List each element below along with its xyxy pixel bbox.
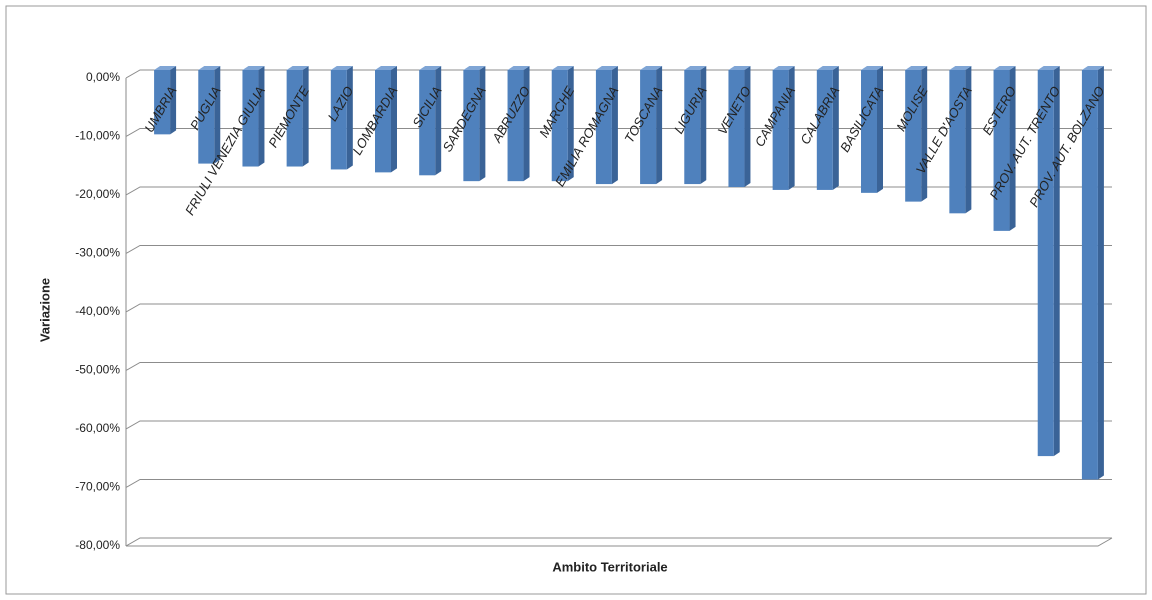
bar [242,70,259,167]
y-tick-label: -60,00% [75,421,120,435]
bar-top [507,66,530,70]
bar-top [595,66,618,70]
chart-border [5,5,1147,595]
grid-line [125,420,1112,430]
bar [772,70,789,190]
bar-side [832,66,839,190]
bar-side [391,66,397,173]
bar-top [772,66,795,70]
bar-top [242,66,265,70]
bar-side [921,66,928,202]
bar-side [965,66,972,214]
bar [684,70,701,185]
bar [905,70,922,202]
bar-side [523,66,530,182]
bar [1081,70,1098,480]
grid-line [125,537,1112,547]
bar-top [728,66,751,70]
bar [1037,70,1054,457]
bar-top [949,66,972,70]
bar [551,70,568,182]
bar-top [463,66,486,70]
bar-side [170,66,177,135]
bar [640,70,657,185]
bar [595,70,612,185]
bar [419,70,436,176]
bar-side [656,66,663,185]
grid-line [125,479,1112,488]
bar-side [700,66,707,185]
bar-top [154,66,177,70]
bar-side [744,66,751,187]
bar [198,70,215,164]
grid-line [125,245,1112,254]
bar-top [286,66,309,70]
x-axis-title: Ambito Territoriale [552,559,667,574]
y-tick-label: -30,00% [75,246,120,260]
bar [816,70,833,190]
bar-top [1081,66,1104,70]
y-tick-label: -20,00% [75,187,120,201]
bar [949,70,966,214]
bar-side [567,66,574,182]
bar-side [258,66,265,167]
bar-side [1053,66,1060,457]
bar-top [1037,66,1060,70]
y-tick-label: -10,00% [75,129,120,143]
bar-side [611,66,618,185]
y-tick-label: -70,00% [75,480,120,494]
bar-top [419,66,442,70]
bar-side [788,66,795,190]
bar-side [877,66,883,193]
bar [330,70,347,170]
bar [375,70,391,173]
bar [728,70,745,187]
bar-side [214,66,221,164]
bar [861,70,877,193]
bar-top [684,66,707,70]
bar-top [640,66,663,70]
bar [286,70,303,167]
y-tick-label: -40,00% [75,304,120,318]
grid-line [125,362,1112,371]
bar-top [330,66,353,70]
bar-side [1097,66,1104,480]
bar-top [905,66,928,70]
bar-side [479,66,486,182]
bar [993,70,1010,231]
y-tick-label: -50,00% [75,363,120,377]
bar-top [198,66,221,70]
bar [507,70,524,182]
floor-edge [126,537,1113,547]
y-tick-label: -80,00% [75,538,120,552]
bar-top [993,66,1016,70]
bar-side [1009,66,1016,231]
grid-line [125,303,1112,313]
bar-top [551,66,574,70]
bar [154,70,171,135]
bar-top [375,66,397,70]
bar-top [816,66,839,70]
bar-side [346,66,353,170]
bar-side [435,66,442,176]
bar-side [302,66,309,167]
bar-top [861,66,883,70]
y-axis-title: Variazione [37,278,52,342]
y-tick-label: 0,00% [86,70,120,84]
bar [463,70,480,182]
